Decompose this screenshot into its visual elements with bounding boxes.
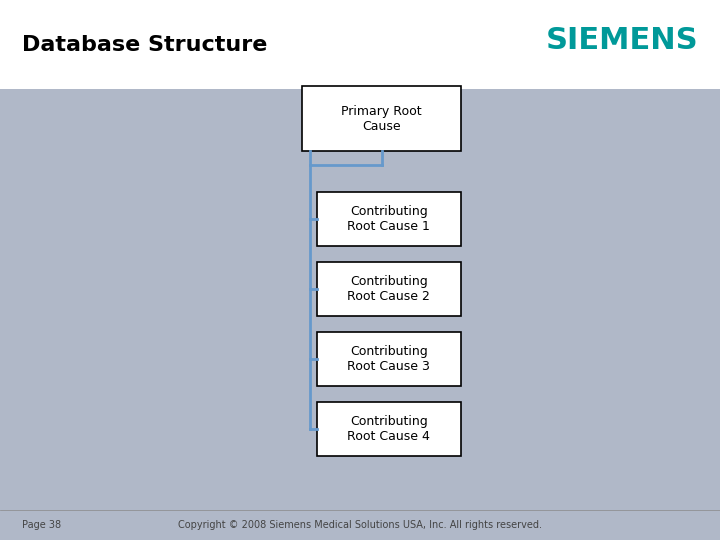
FancyBboxPatch shape	[317, 262, 461, 316]
Text: Contributing
Root Cause 1: Contributing Root Cause 1	[347, 205, 431, 233]
FancyBboxPatch shape	[317, 192, 461, 246]
Text: Database Structure: Database Structure	[22, 35, 267, 55]
Bar	[0, 0, 720, 89]
Text: Contributing
Root Cause 2: Contributing Root Cause 2	[347, 275, 431, 303]
FancyBboxPatch shape	[302, 86, 461, 151]
FancyBboxPatch shape	[317, 402, 461, 456]
Text: Copyright © 2008 Siemens Medical Solutions USA, Inc. All rights reserved.: Copyright © 2008 Siemens Medical Solutio…	[178, 520, 542, 530]
Text: Contributing
Root Cause 3: Contributing Root Cause 3	[347, 345, 431, 373]
Text: SIEMENS: SIEMENS	[546, 25, 698, 55]
Text: Contributing
Root Cause 4: Contributing Root Cause 4	[347, 415, 431, 443]
Text: Page 38: Page 38	[22, 520, 60, 530]
Text: Primary Root
Cause: Primary Root Cause	[341, 105, 422, 133]
FancyBboxPatch shape	[317, 332, 461, 386]
